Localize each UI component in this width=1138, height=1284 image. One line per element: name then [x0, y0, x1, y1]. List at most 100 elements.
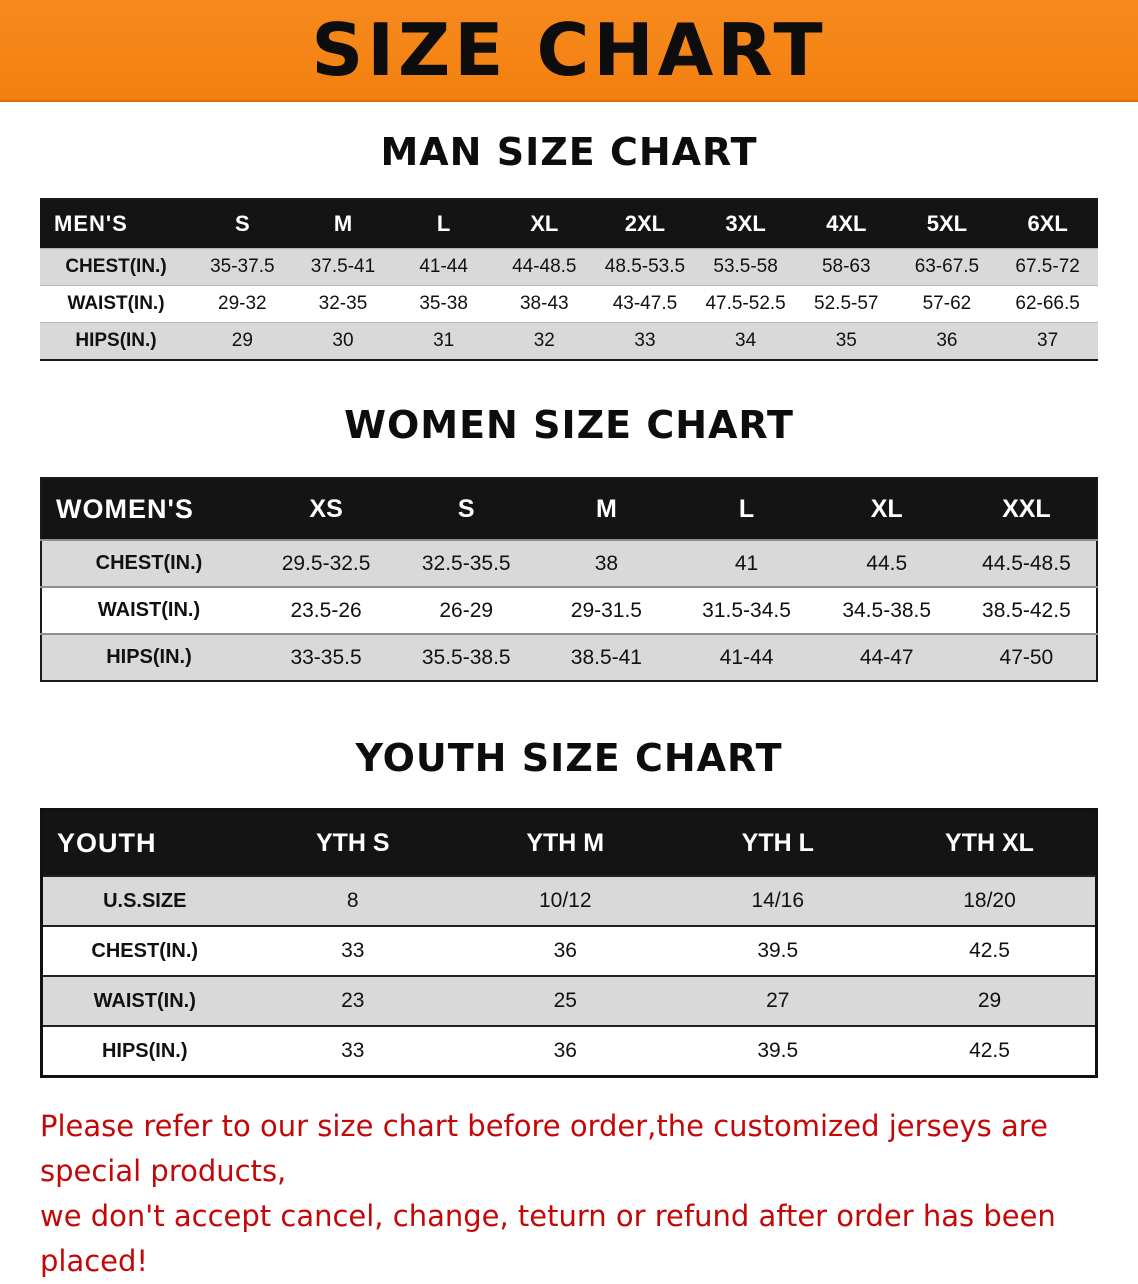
table-cell: 53.5-58 — [695, 248, 796, 286]
table-header-cell: MEN'S — [40, 199, 192, 249]
men-size-table: MEN'S S M L XL 2XL 3XL 4XL 5XL 6XL CHEST… — [40, 198, 1098, 361]
table-header-row: YOUTH YTH S YTH M YTH L YTH XL — [41, 809, 1097, 876]
men-section-heading: MAN SIZE CHART — [380, 130, 758, 174]
table-cell: 47.5-52.5 — [705, 293, 786, 314]
table-row: CHEST(IN.) 29.5-32.5 32.5-35.5 38 41 44.… — [41, 540, 1097, 587]
table-cell: 37.5-41 — [292, 248, 394, 286]
table-cell: 37 — [997, 322, 1098, 360]
disclaimer-text: Please refer to our size chart before or… — [40, 1104, 1100, 1284]
table-cell: 31.5-34.5 — [702, 598, 791, 622]
table-cell: 38.5-42.5 — [982, 598, 1071, 622]
table-header-cell: S — [192, 199, 293, 249]
table-cell: 63-67.5 — [896, 248, 998, 286]
page-title: SIZE CHART — [311, 8, 827, 92]
table-cell: 36 — [896, 322, 998, 360]
table-header-cell: 3XL — [695, 199, 796, 249]
table-cell: U.S.SIZE — [41, 876, 247, 926]
table-header-cell: XL — [493, 199, 595, 249]
table-cell: 26-29 — [439, 598, 494, 622]
table-cell: 62-66.5 — [1015, 293, 1080, 314]
table-cell: 29-32 — [218, 293, 267, 314]
table-cell: 31 — [393, 322, 494, 360]
table-cell: 36 — [553, 939, 577, 962]
table-header-cell: M — [292, 199, 394, 249]
table-header-cell: 6XL — [997, 199, 1098, 249]
table-header-cell: YTH S — [246, 809, 459, 876]
table-cell: 29 — [192, 322, 293, 360]
table-header-cell: L — [393, 199, 494, 249]
table-cell: 14/16 — [671, 876, 884, 926]
table-cell: 23.5-26 — [290, 598, 362, 622]
table-cell: 33 — [341, 939, 365, 962]
table-cell: 10/12 — [459, 876, 672, 926]
table-cell: WAIST(IN.) — [41, 976, 247, 1026]
table-row: CHEST(IN.) 33 36 39.5 42.5 — [41, 926, 1097, 976]
table-header-cell: YTH L — [671, 809, 884, 876]
women-size-table: WOMEN'S XS S M L XL XXL CHEST(IN.) 29.5-… — [40, 477, 1098, 682]
table-header-row: MEN'S S M L XL 2XL 3XL 4XL 5XL 6XL — [40, 199, 1098, 249]
table-cell: CHEST(IN.) — [40, 248, 192, 286]
women-section-heading: WOMEN SIZE CHART — [344, 403, 794, 447]
table-row: CHEST(IN.) 35-37.5 37.5-41 41-44 44-48.5… — [40, 248, 1098, 286]
table-cell: 32-35 — [318, 293, 368, 314]
table-cell: 23 — [246, 976, 459, 1026]
table-cell: 25 — [459, 976, 672, 1026]
table-cell: 44.5-48.5 — [956, 540, 1097, 587]
table-cell: 32.5-35.5 — [396, 540, 537, 587]
table-header-cell: M — [536, 478, 677, 540]
table-header-cell: 5XL — [896, 199, 998, 249]
table-cell: 38-43 — [519, 293, 569, 314]
table-cell: 43-47.5 — [612, 293, 678, 314]
table-cell: 29.5-32.5 — [256, 540, 397, 587]
table-cell: 30 — [292, 322, 394, 360]
table-header-cell: YTH XL — [884, 809, 1097, 876]
table-cell: 42.5 — [969, 939, 1010, 962]
table-row: HIPS(IN.) 33 36 39.5 42.5 — [41, 1026, 1097, 1077]
table-cell: WAIST(IN.) — [97, 599, 201, 621]
table-cell: WAIST(IN.) — [67, 293, 165, 314]
table-row: WAIST(IN.) 23.5-26 26-29 29-31.5 31.5-34… — [41, 587, 1097, 634]
table-cell: 67.5-72 — [997, 248, 1098, 286]
table-header-cell: YTH M — [459, 809, 672, 876]
table-header-cell: L — [676, 478, 817, 540]
table-cell: 34.5-38.5 — [842, 598, 932, 622]
table-cell: 35.5-38.5 — [396, 634, 537, 681]
table-cell: HIPS(IN.) — [101, 1039, 188, 1062]
banner: SIZE CHART — [0, 0, 1138, 102]
table-cell: 34 — [695, 322, 796, 360]
table-cell: 18/20 — [884, 876, 1097, 926]
table-cell: HIPS(IN.) — [41, 634, 256, 681]
table-cell: 41-44 — [676, 634, 817, 681]
youth-size-table: YOUTH YTH S YTH M YTH L YTH XL U.S.SIZE … — [40, 808, 1098, 1078]
table-header-cell: XS — [256, 478, 397, 540]
table-cell: 44-48.5 — [493, 248, 595, 286]
disclaimer-line-1: Please refer to our size chart before or… — [40, 1109, 1048, 1188]
table-row: U.S.SIZE 8 10/12 14/16 18/20 — [41, 876, 1097, 926]
table-cell: 32 — [493, 322, 595, 360]
table-cell: 44.5 — [816, 540, 957, 587]
table-cell: 29-31.5 — [570, 598, 642, 622]
table-cell: 35-38 — [419, 293, 468, 314]
table-cell: 8 — [246, 876, 459, 926]
table-row: HIPS(IN.) 29 30 31 32 33 34 35 36 37 — [40, 322, 1098, 360]
table-cell: 33 — [594, 322, 696, 360]
table-cell: 35-37.5 — [192, 248, 293, 286]
table-cell: 36 — [553, 1039, 577, 1062]
table-cell: 44-47 — [816, 634, 957, 681]
table-cell: 47-50 — [956, 634, 1097, 681]
table-cell: 27 — [671, 976, 884, 1026]
table-cell: 41 — [676, 540, 817, 587]
table-cell: 35 — [795, 322, 897, 360]
table-header-cell: 2XL — [594, 199, 696, 249]
table-cell: 38 — [536, 540, 677, 587]
disclaimer-line-2: we don't accept cancel, change, teturn o… — [40, 1198, 1056, 1278]
table-header-cell: XXL — [956, 478, 1097, 540]
table-header-cell: S — [396, 478, 537, 540]
table-cell: 48.5-53.5 — [594, 248, 696, 286]
table-cell: 41-44 — [393, 248, 494, 286]
table-header-cell: WOMEN'S — [41, 478, 256, 540]
table-cell: CHEST(IN.) — [41, 540, 256, 587]
table-row: WAIST(IN.) 23 25 27 29 — [41, 976, 1097, 1026]
table-cell: 33-35.5 — [256, 634, 397, 681]
table-cell: HIPS(IN.) — [40, 322, 192, 360]
